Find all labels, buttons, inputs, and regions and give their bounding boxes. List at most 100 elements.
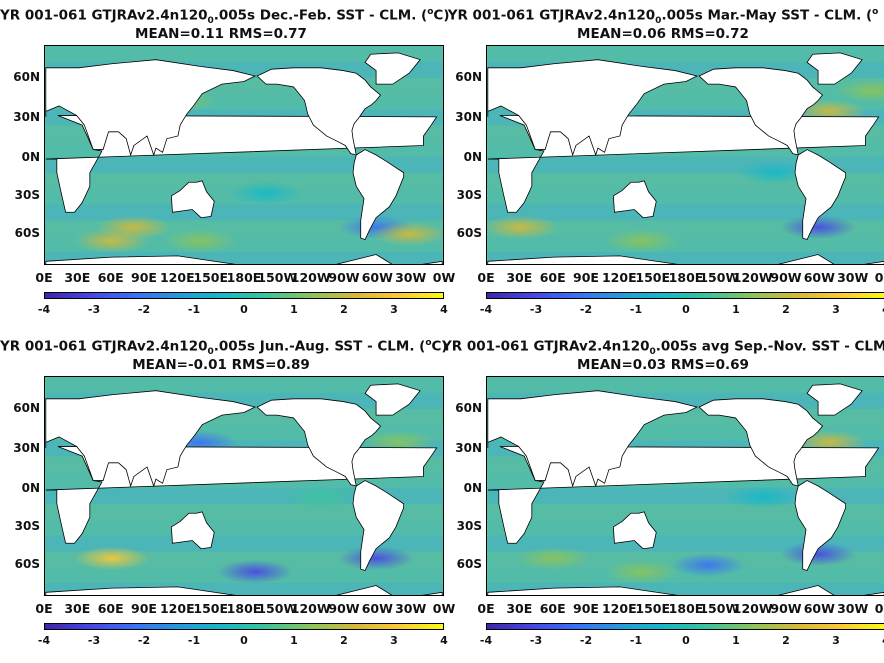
colorbar-tick-label: 0	[682, 634, 690, 647]
x-tick-label: 0E	[35, 270, 53, 285]
y-tick-label: 30S	[456, 519, 482, 533]
x-tick-label: 90W	[770, 601, 802, 616]
x-tick-label: 150E	[635, 270, 671, 285]
colorbar-ticks: -4 -3 -2 -1 0 1 2 3 4	[38, 303, 448, 317]
y-tick-label: 60N	[13, 70, 40, 84]
colorbar	[44, 623, 444, 630]
colorbar-tick-label: -1	[629, 303, 643, 316]
colorbar-tick-label: -4	[479, 303, 493, 316]
colorbar-tick-label: 0	[682, 303, 690, 316]
colorbar-tick-label: -2	[579, 634, 593, 647]
x-tick-label: 120E	[601, 601, 637, 616]
y-tick-label: 30S	[14, 188, 40, 202]
map-panel-djf: YR 001-061 GTJRAv2.4n1200.005s Dec.-Feb.…	[0, 0, 455, 331]
colorbar-tick-label: -3	[87, 303, 101, 316]
x-tick-label: 150W	[699, 601, 740, 616]
x-tick-label: 150E	[635, 601, 671, 616]
colorbar-tick-label: 1	[732, 634, 740, 647]
y-tick-label: 30N	[455, 110, 482, 124]
y-tick-label: 60S	[456, 226, 482, 240]
panel-title: YR 001-061 GTJRAv2.4n1200.005s Mar.-May …	[447, 7, 879, 27]
x-tick-label: 180E	[226, 270, 262, 285]
sst-anomaly-map	[486, 45, 884, 265]
x-tick-label: 0W	[874, 270, 884, 285]
x-axis-labels: 0E 30E 60E 90E 120E 150E 180E 150W 120W 90W 60W 30W…	[477, 601, 884, 617]
y-tick-label: 30N	[13, 110, 40, 124]
x-tick-label: 60W	[361, 601, 393, 616]
x-tick-label: 120E	[159, 270, 195, 285]
colorbar-tick-label: 3	[390, 303, 398, 316]
colorbar-tick-label: -1	[187, 634, 201, 647]
colorbar-tick-label: -4	[479, 634, 493, 647]
x-tick-label: 120E	[601, 270, 637, 285]
colorbar-tick-label: -2	[579, 303, 593, 316]
x-tick-label: 120E	[159, 601, 195, 616]
x-axis-labels: 0E 30E 60E 90E 120E 150E 180E 150W 120W 90W 60W 30W…	[477, 270, 884, 286]
x-tick-label: 90W	[328, 270, 360, 285]
panel-title: YR 001-061 GTJRAv2.4n1200.005s Dec.-Feb.…	[0, 7, 450, 27]
x-tick-label: 60E	[97, 601, 124, 616]
x-tick-label: 90W	[328, 601, 360, 616]
x-tick-label: 60W	[803, 601, 835, 616]
colorbar	[486, 292, 884, 299]
colorbar-ticks: -4 -3 -2 -1 0 1 2 3 4	[480, 634, 884, 648]
colorbar-tick-label: -3	[529, 303, 543, 316]
panel-stats: MEAN=0.11 RMS=0.77	[135, 26, 307, 42]
x-tick-label: 60E	[539, 601, 566, 616]
x-axis-labels: 0E 30E 60E 90E 120E 150E 180E 150W 120W 90W 60W 30W…	[35, 601, 456, 617]
panel-title: YR 001-061 GTJRAv2.4n1200.005s avg Sep.-…	[442, 338, 884, 358]
x-tick-label: 30E	[64, 270, 91, 285]
colorbar-tick-label: 4	[882, 634, 884, 647]
x-tick-label: 30W	[837, 601, 869, 616]
x-tick-label: 60W	[803, 270, 835, 285]
x-tick-label: 150W	[257, 601, 298, 616]
x-tick-label: 0E	[477, 270, 495, 285]
x-tick-label: 90E	[131, 270, 157, 285]
x-tick-label: 30E	[506, 270, 533, 285]
x-tick-label: 120W	[290, 601, 331, 616]
map-panel-mam: YR 001-061 GTJRAv2.4n1200.005s Mar.-May …	[442, 0, 884, 331]
colorbar-tick-label: 4	[440, 303, 448, 316]
sst-anomaly-map	[486, 376, 884, 596]
x-tick-label: 0E	[477, 601, 495, 616]
x-tick-label: 30W	[837, 270, 869, 285]
y-tick-label: 30N	[13, 441, 40, 455]
x-tick-label: 120W	[732, 601, 773, 616]
colorbar	[44, 292, 444, 299]
colorbar-tick-label: 0	[240, 634, 248, 647]
x-tick-label: 90E	[131, 601, 157, 616]
x-tick-label: 180E	[226, 601, 262, 616]
y-tick-label: 0N	[21, 150, 40, 164]
map-panel-son: YR 001-061 GTJRAv2.4n1200.005s avg Sep.-…	[442, 331, 884, 662]
x-tick-label: 90W	[770, 270, 802, 285]
x-tick-label: 150E	[193, 601, 229, 616]
panel-title: YR 001-061 GTJRAv2.4n1200.005s Jun.-Aug.…	[0, 338, 448, 358]
x-tick-label: 180E	[668, 601, 704, 616]
x-tick-label: 90E	[573, 601, 599, 616]
x-tick-label: 0W	[432, 270, 456, 285]
x-tick-label: 180E	[668, 270, 704, 285]
y-tick-label: 0N	[463, 481, 482, 495]
x-tick-label: 30W	[395, 270, 427, 285]
y-tick-label: 0N	[463, 150, 482, 164]
y-tick-label: 60N	[13, 401, 40, 415]
colorbar-tick-label: 2	[340, 634, 348, 647]
y-tick-label: 30S	[14, 519, 40, 533]
x-tick-label: 60W	[361, 270, 393, 285]
panel-stats: MEAN=-0.01 RMS=0.89	[132, 357, 310, 373]
colorbar-tick-label: -3	[529, 634, 543, 647]
colorbar-tick-label: 4	[440, 634, 448, 647]
x-tick-label: 30W	[395, 601, 427, 616]
x-axis-labels: 0E 30E 60E 90E 120E 150E 180E 150W 120W 90W 60W 30W…	[35, 270, 456, 286]
x-tick-label: 0W	[432, 601, 456, 616]
x-tick-label: 0E	[35, 601, 53, 616]
colorbar-tick-label: -3	[87, 634, 101, 647]
colorbar-tick-label: 1	[732, 303, 740, 316]
colorbar-tick-label: 1	[290, 634, 298, 647]
colorbar-tick-label: -2	[137, 634, 151, 647]
y-tick-label: 60N	[455, 70, 482, 84]
colorbar-ticks: -4 -3 -2 -1 0 1 2 3 4	[38, 634, 448, 648]
colorbar-ticks: -4 -3 -2 -1 0 1 2 3 4	[480, 303, 884, 317]
x-tick-label: 30E	[64, 601, 91, 616]
map-panel-jja: YR 001-061 GTJRAv2.4n1200.005s Jun.-Aug.…	[0, 331, 455, 662]
